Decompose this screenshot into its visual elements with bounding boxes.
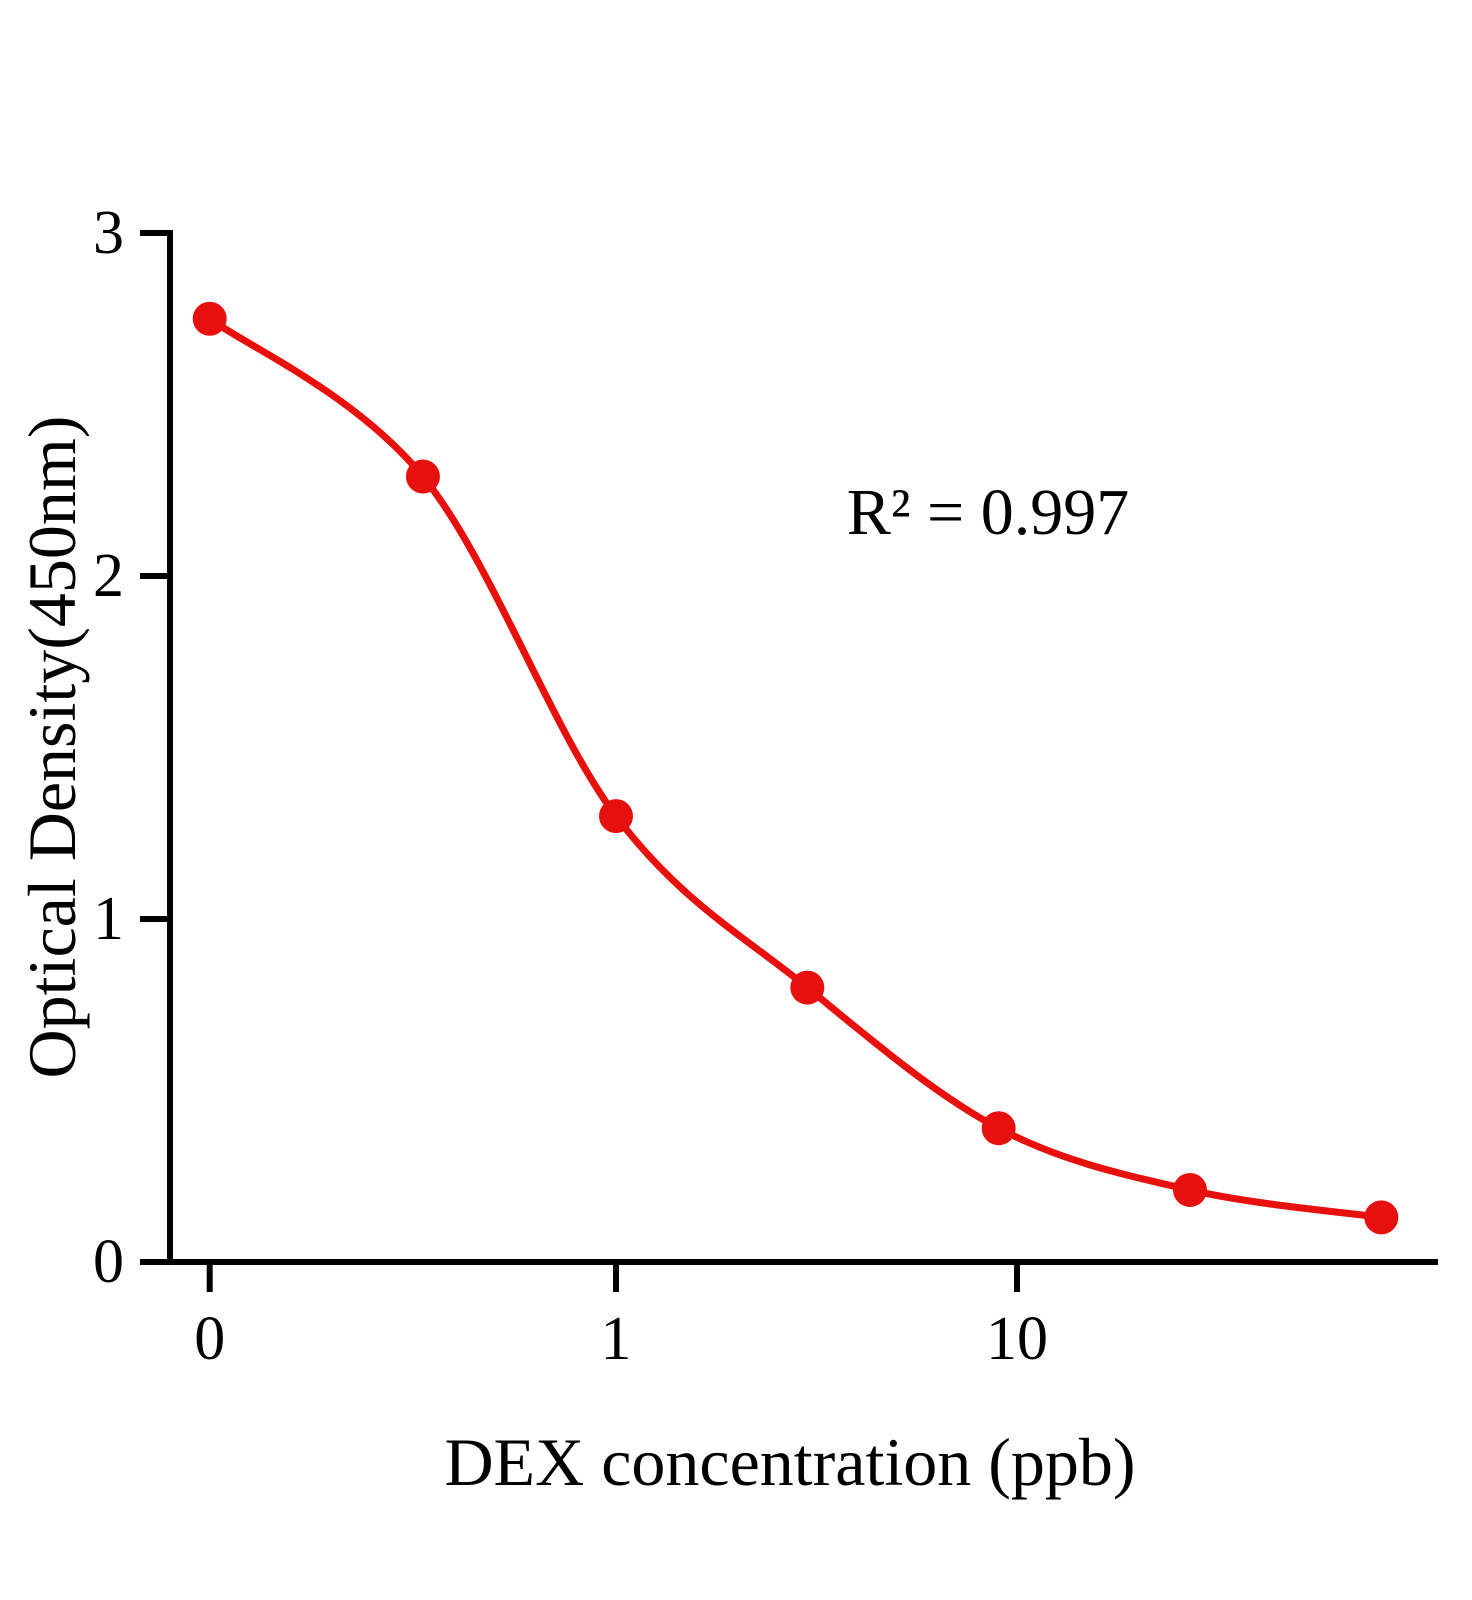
y-tick-label: 2 — [93, 542, 124, 610]
fit-curve — [206, 315, 1385, 1221]
y-tick-label: 1 — [93, 885, 124, 953]
r-squared-annotation: R² = 0.997 — [846, 476, 1130, 549]
y-axis-label: Optical Density(450nm) — [14, 415, 90, 1079]
y-tick-label: 3 — [93, 199, 124, 267]
data-point — [405, 459, 440, 494]
x-tick-label: 0 — [194, 1305, 226, 1373]
x-tick-label: 10 — [986, 1305, 1048, 1373]
data-point — [1364, 1200, 1399, 1235]
data-point — [790, 970, 825, 1005]
y-tick-label: 0 — [93, 1228, 124, 1296]
x-tick-label: 1 — [600, 1305, 632, 1373]
x-axis-label: DEX concentration (ppb) — [444, 1424, 1136, 1500]
data-point — [981, 1111, 1016, 1146]
data-point — [599, 799, 633, 834]
data-point — [1172, 1172, 1207, 1207]
data-point — [192, 301, 227, 336]
